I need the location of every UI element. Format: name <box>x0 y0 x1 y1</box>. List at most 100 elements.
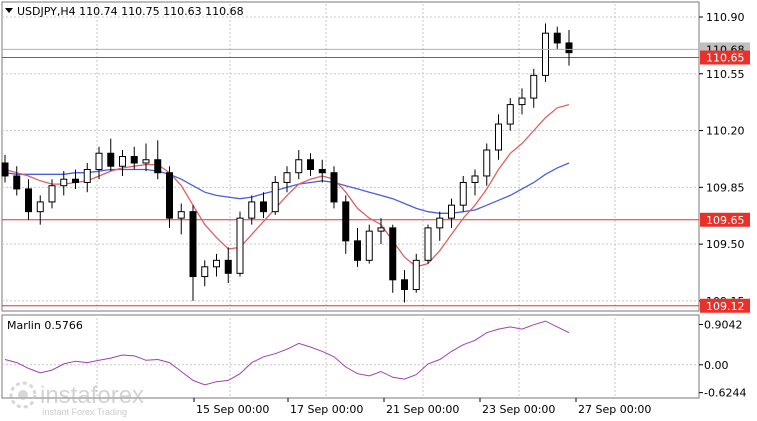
bull-candle-body <box>236 217 244 274</box>
bull-candle-body <box>377 227 385 232</box>
level-badge <box>700 298 750 313</box>
candle <box>107 138 115 172</box>
candle <box>213 253 220 277</box>
bear-candle-body <box>401 279 408 291</box>
candle <box>553 26 561 50</box>
watermark-brand: instaforex <box>40 382 144 409</box>
bull-candle-body <box>471 175 479 183</box>
candle <box>483 143 491 186</box>
bull-candle-body <box>83 168 91 183</box>
price-panel[interactable] <box>1 1 700 312</box>
bull-candle-body <box>248 201 256 219</box>
bull-candle-body <box>213 259 220 268</box>
symbol-header: USDJPY,H4 110.74 110.75 110.63 110.68 <box>17 5 244 18</box>
candle <box>436 211 444 241</box>
marlin-line <box>4 320 570 386</box>
candle <box>25 179 32 220</box>
candle <box>342 195 350 254</box>
level-badge <box>700 212 750 227</box>
bull-candle-body <box>542 32 549 76</box>
candle <box>401 270 408 303</box>
bull-candle-body <box>365 230 373 261</box>
bull-candle-body <box>36 201 44 213</box>
bear-candle-body <box>318 168 326 174</box>
price-tick-label: 109.85 <box>706 181 745 194</box>
candle <box>448 198 455 228</box>
bear-candle-body <box>260 201 267 213</box>
bull-candle-body <box>119 156 126 167</box>
price-tick-label: 110.20 <box>706 125 745 138</box>
candle <box>130 146 138 170</box>
bear-candle-body <box>224 259 232 274</box>
candle <box>318 159 326 183</box>
bull-candle-body <box>448 204 455 219</box>
time-label: 23 Sep 00:00 <box>482 403 555 416</box>
indicator-tick-label: 0.9042 <box>704 318 743 331</box>
candle <box>412 253 420 293</box>
candle <box>495 114 502 160</box>
candlesticks <box>1 23 573 303</box>
chart-menu-arrow-icon[interactable] <box>5 8 13 13</box>
candle <box>518 88 526 115</box>
candle <box>83 162 91 193</box>
bull-candle-body <box>518 97 526 106</box>
level-badge <box>700 50 750 65</box>
price-axis: 110.90110.55110.20109.85109.50109.15110.… <box>2 11 750 313</box>
indicator-tick-label: 0.00 <box>704 359 729 372</box>
bull-candle-body <box>295 159 303 174</box>
candle <box>95 146 103 180</box>
candle <box>471 169 479 196</box>
bear-candle-body <box>130 156 138 164</box>
level-badge-label: 109.12 <box>706 300 745 313</box>
candle <box>260 192 267 219</box>
instaforex-logo-icon <box>9 381 37 409</box>
candle <box>48 179 56 209</box>
candle <box>36 195 44 225</box>
candle <box>377 218 385 245</box>
candle <box>295 150 303 180</box>
candle <box>166 166 173 228</box>
bull-candle-body <box>530 74 538 99</box>
time-axis: 15 Sep 00:00 17 Sep 00:00 21 Sep 00:00 23 S… <box>193 398 651 416</box>
candle <box>330 166 338 209</box>
bull-candle-body <box>201 266 209 278</box>
bull-candle-body <box>459 181 467 206</box>
candle <box>530 68 538 108</box>
candle <box>60 171 68 196</box>
candle <box>389 224 397 293</box>
time-label: 27 Sep 00:00 <box>578 403 651 416</box>
time-label: 21 Sep 00:00 <box>386 403 459 416</box>
price-grid <box>2 4 699 309</box>
bear-candle-body <box>154 159 162 174</box>
bear-candle-body <box>553 32 561 44</box>
candle <box>248 195 256 225</box>
bull-candle-body <box>483 149 491 177</box>
candle <box>13 166 21 196</box>
level-badge-label: 110.65 <box>706 52 745 65</box>
bull-candle-body <box>142 159 150 164</box>
candle <box>142 143 150 172</box>
candle <box>201 260 209 287</box>
candle <box>271 175 279 215</box>
bear-candle-body <box>13 175 21 190</box>
bull-candle-body <box>95 152 103 170</box>
candle <box>1 154 9 183</box>
bull-candle-body <box>506 104 514 125</box>
bear-candle-body <box>72 178 79 183</box>
candle <box>459 175 467 212</box>
bull-candle-body <box>177 211 185 219</box>
bull-candle-body <box>436 217 444 229</box>
bull-candle-body <box>412 259 420 291</box>
bear-candle-body <box>107 152 115 167</box>
bull-candle-body <box>60 178 68 187</box>
indicator-title: Marlin 0.5766 <box>7 319 83 332</box>
indicator-axis: 0.9042 0.00 -0.6244 <box>699 318 746 400</box>
candle <box>72 169 79 189</box>
price-tick-label: 110.90 <box>706 11 745 24</box>
candle <box>506 98 514 131</box>
candle <box>189 205 197 301</box>
watermark: instaforex Instant Forex Trading <box>9 381 144 417</box>
bear-candle-body <box>565 42 573 54</box>
level-badge-label: 109.65 <box>706 214 745 227</box>
